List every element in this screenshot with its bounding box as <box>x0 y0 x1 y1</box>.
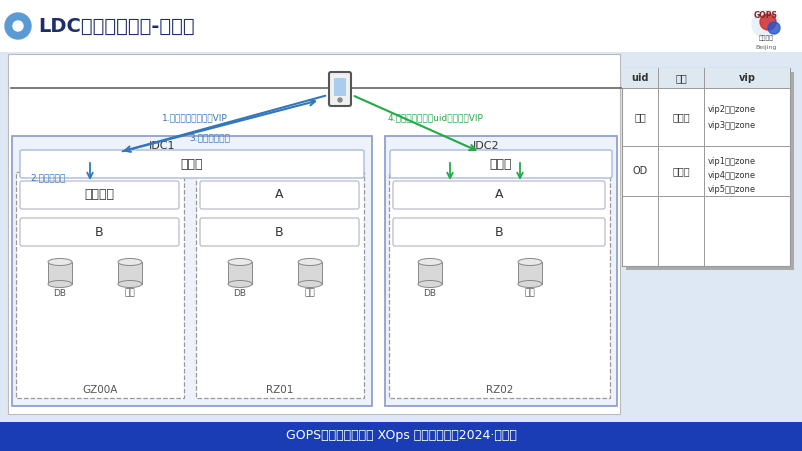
Ellipse shape <box>298 281 322 287</box>
Text: 储存: 储存 <box>525 289 536 298</box>
Text: 登录后: 登录后 <box>672 166 690 176</box>
Ellipse shape <box>48 258 72 266</box>
Circle shape <box>338 98 342 102</box>
FancyBboxPatch shape <box>20 181 179 209</box>
Text: 储存: 储存 <box>124 289 136 298</box>
FancyBboxPatch shape <box>200 181 359 209</box>
Text: GOPS全球运维大会暨 XOps 技术创新峰会2024·北京站: GOPS全球运维大会暨 XOps 技术创新峰会2024·北京站 <box>286 429 516 442</box>
Ellipse shape <box>518 281 542 287</box>
Ellipse shape <box>118 281 142 287</box>
Polygon shape <box>228 262 252 284</box>
FancyBboxPatch shape <box>393 181 605 209</box>
Text: 未知: 未知 <box>634 112 646 122</box>
Circle shape <box>752 10 780 38</box>
Text: 接入层: 接入层 <box>490 157 512 170</box>
Text: GOPS: GOPS <box>754 11 778 20</box>
Text: vip3随机zone: vip3随机zone <box>708 121 756 130</box>
Ellipse shape <box>518 258 542 266</box>
Text: GZ00A: GZ00A <box>83 385 118 395</box>
Text: 3.返回用户信息: 3.返回用户信息 <box>189 133 230 143</box>
FancyBboxPatch shape <box>329 72 351 106</box>
Circle shape <box>5 13 31 39</box>
Ellipse shape <box>418 258 442 266</box>
FancyBboxPatch shape <box>393 218 605 246</box>
Ellipse shape <box>228 281 252 287</box>
Polygon shape <box>48 262 72 284</box>
Text: vip2随机zone: vip2随机zone <box>708 106 756 115</box>
Ellipse shape <box>228 258 252 266</box>
FancyBboxPatch shape <box>390 150 612 178</box>
Text: 4.已登录用户根据uid请求对应VIP: 4.已登录用户根据uid请求对应VIP <box>387 114 483 123</box>
FancyBboxPatch shape <box>20 218 179 246</box>
Text: vip5随机zone: vip5随机zone <box>708 184 756 193</box>
Text: RZ01: RZ01 <box>266 385 294 395</box>
Text: Beijing: Beijing <box>755 46 776 51</box>
Text: B: B <box>495 226 504 239</box>
Text: uid: uid <box>631 73 649 83</box>
FancyBboxPatch shape <box>385 136 617 406</box>
Text: A: A <box>495 189 503 202</box>
FancyBboxPatch shape <box>12 136 372 406</box>
Text: 全球运维: 全球运维 <box>759 35 773 41</box>
FancyBboxPatch shape <box>0 422 802 451</box>
Text: vip1对应zone: vip1对应zone <box>708 156 756 166</box>
Text: DB: DB <box>423 289 436 298</box>
Circle shape <box>760 14 776 30</box>
FancyBboxPatch shape <box>626 72 794 270</box>
FancyBboxPatch shape <box>0 0 802 52</box>
Text: vip: vip <box>739 73 755 83</box>
Polygon shape <box>518 262 542 284</box>
FancyBboxPatch shape <box>16 172 184 398</box>
Text: DB: DB <box>54 289 67 298</box>
Circle shape <box>13 21 23 31</box>
Ellipse shape <box>118 258 142 266</box>
Text: 状态: 状态 <box>675 73 687 83</box>
Text: IDC1: IDC1 <box>148 141 176 151</box>
FancyBboxPatch shape <box>389 172 610 398</box>
FancyBboxPatch shape <box>8 54 620 414</box>
Text: LDC架构流量调度-移动端: LDC架构流量调度-移动端 <box>38 17 195 36</box>
Polygon shape <box>298 262 322 284</box>
Polygon shape <box>418 262 442 284</box>
Text: 登录中心: 登录中心 <box>84 189 115 202</box>
FancyBboxPatch shape <box>334 78 346 96</box>
Text: A: A <box>275 189 284 202</box>
Text: RZ02: RZ02 <box>486 385 513 395</box>
Text: OD: OD <box>632 166 648 176</box>
Text: B: B <box>95 226 103 239</box>
FancyBboxPatch shape <box>200 218 359 246</box>
Text: 登录前: 登录前 <box>672 112 690 122</box>
Ellipse shape <box>418 281 442 287</box>
FancyBboxPatch shape <box>20 150 364 178</box>
Polygon shape <box>118 262 142 284</box>
Text: 1.初次登录随机选取VIP: 1.初次登录随机选取VIP <box>162 114 228 123</box>
Text: B: B <box>275 226 284 239</box>
Circle shape <box>768 22 780 34</box>
FancyBboxPatch shape <box>622 68 790 266</box>
Text: 2.本机房处理: 2.本机房处理 <box>30 174 66 183</box>
Ellipse shape <box>298 258 322 266</box>
Text: DB: DB <box>233 289 246 298</box>
Ellipse shape <box>48 281 72 287</box>
FancyBboxPatch shape <box>196 172 364 398</box>
Text: IDC2: IDC2 <box>472 141 500 151</box>
Text: 储存: 储存 <box>305 289 315 298</box>
FancyBboxPatch shape <box>622 68 790 88</box>
Text: vip4随机zone: vip4随机zone <box>708 170 756 179</box>
Text: 接入层: 接入层 <box>180 157 203 170</box>
